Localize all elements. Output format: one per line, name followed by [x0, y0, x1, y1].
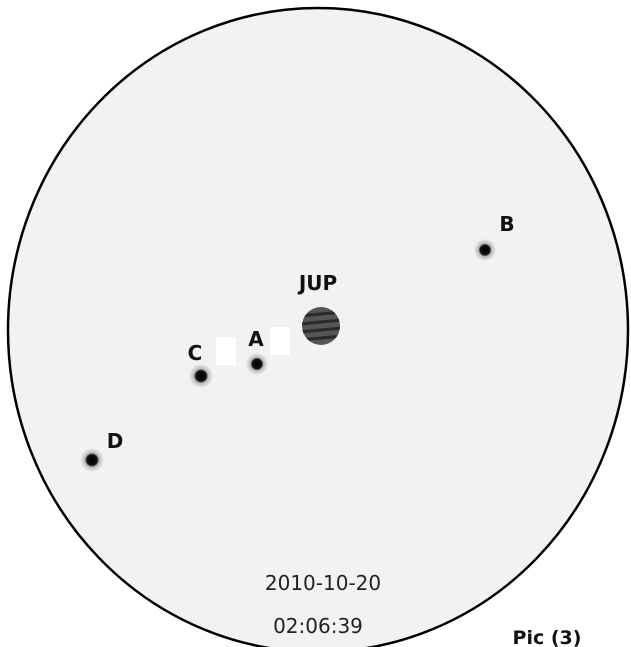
moon-a	[245, 352, 269, 376]
time: 02:06:39	[273, 614, 363, 638]
moon-b	[473, 238, 497, 262]
caption: Pic (3)	[513, 627, 582, 647]
patch	[270, 327, 290, 355]
moon-label: B	[499, 212, 514, 236]
date: 2010-10-20	[265, 571, 381, 595]
page: JUP A B C D 2010-10-20 02:06:39 Pic (3) …	[0, 0, 631, 647]
moon-label: C	[188, 341, 203, 365]
sketch: JUP A B C D 2010-10-20 02:06:39 Pic (3)	[0, 0, 631, 647]
patch	[216, 337, 236, 365]
moon-label: D	[107, 429, 124, 453]
moon-label: A	[248, 327, 264, 351]
moon-d	[79, 447, 105, 473]
moon-c	[188, 363, 214, 389]
planet-label: JUP	[297, 271, 337, 295]
